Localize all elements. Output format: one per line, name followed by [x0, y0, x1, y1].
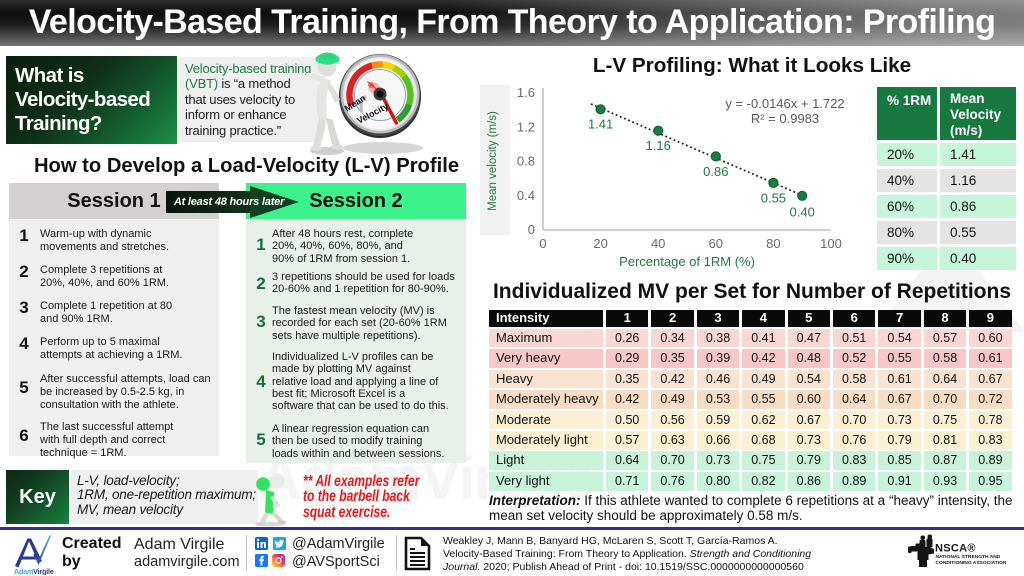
- svg-text:0.40: 0.40: [790, 204, 815, 219]
- svg-text:NSCA®: NSCA®: [935, 543, 976, 555]
- svg-text:CONDITIONING ASSOCIATION: CONDITIONING ASSOCIATION: [936, 560, 1007, 566]
- svg-text:1.2: 1.2: [517, 119, 535, 134]
- svg-text:0.86: 0.86: [703, 164, 728, 179]
- svg-text:60: 60: [709, 236, 723, 251]
- svg-text:100: 100: [820, 236, 842, 251]
- svg-text:20: 20: [593, 236, 607, 251]
- svg-text:0: 0: [539, 236, 546, 251]
- svg-text:0.8: 0.8: [517, 154, 535, 169]
- svg-text:1.16: 1.16: [646, 138, 671, 153]
- svg-text:y = -0.0146x + 1.722: y = -0.0146x + 1.722: [725, 96, 844, 111]
- svg-text:1.41: 1.41: [588, 117, 613, 132]
- svg-text:AdamVirgile: AdamVirgile: [14, 567, 54, 575]
- svg-text:Mean velocity (m/s): Mean velocity (m/s): [487, 111, 499, 211]
- svg-text:Percentage of 1RM (%): Percentage of 1RM (%): [619, 254, 755, 269]
- svg-text:1.6: 1.6: [517, 85, 535, 100]
- svg-text:0.4: 0.4: [517, 188, 535, 203]
- svg-text:0.55: 0.55: [761, 190, 786, 205]
- svg-text:0: 0: [528, 222, 535, 237]
- svg-text:R² = 0.9983: R² = 0.9983: [751, 111, 819, 126]
- svg-text:40: 40: [651, 236, 665, 251]
- svg-text:NATIONAL STRENGTH AND: NATIONAL STRENGTH AND: [936, 554, 1001, 560]
- svg-text:80: 80: [766, 236, 780, 251]
